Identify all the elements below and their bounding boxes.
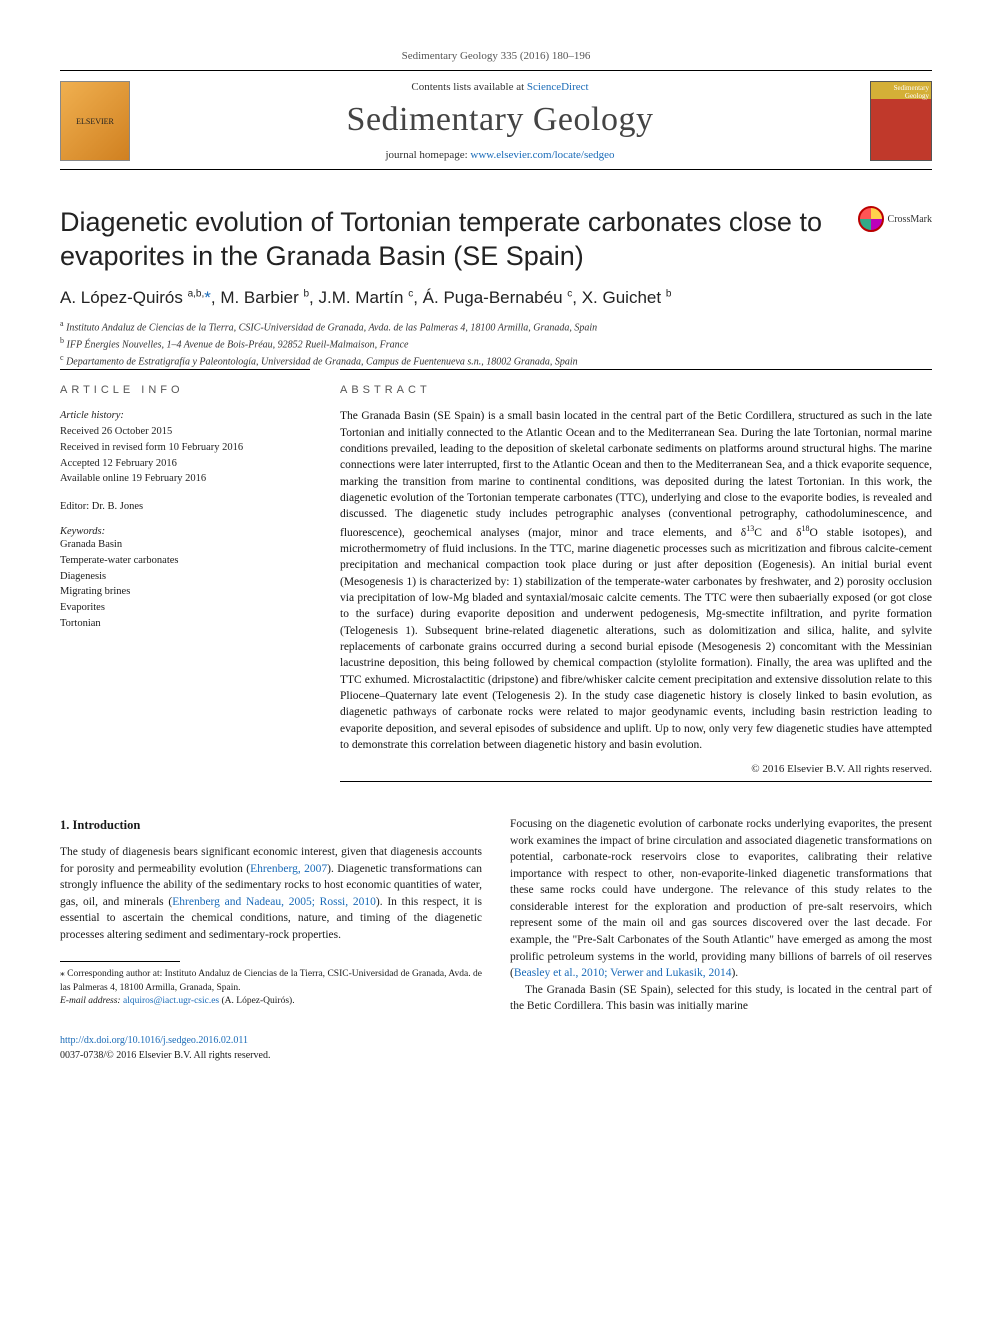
article-front-matter: Diagenetic evolution of Tortonian temper…: [60, 206, 932, 782]
keyword: Tortonian: [60, 616, 310, 632]
email-label: E-mail address:: [60, 996, 123, 1006]
citation-link[interactable]: Sedimentary Geology 335 (2016) 180–196: [402, 50, 591, 62]
homepage-prefix: journal homepage:: [386, 149, 471, 161]
doi-link[interactable]: http://dx.doi.org/10.1016/j.sedgeo.2016.…: [60, 1035, 248, 1046]
body-right-column: Focusing on the diagenetic evolution of …: [510, 816, 932, 1063]
homepage-link[interactable]: www.elsevier.com/locate/sedgeo: [470, 149, 614, 161]
doi-block: http://dx.doi.org/10.1016/j.sedgeo.2016.…: [60, 1034, 482, 1063]
author-list: A. López-Quirós a,b,*, M. Barbier b, J.M…: [60, 288, 932, 308]
crossmark-label: CrossMark: [888, 214, 932, 225]
affiliation: c Departamento de Estratigrafía y Paleon…: [60, 352, 932, 369]
abstract-column: abstract The Granada Basin (SE Spain) is…: [340, 369, 932, 782]
elsevier-logo-text: ELSEVIER: [76, 117, 114, 126]
ref-ehrenberg-nadeau[interactable]: Ehrenberg and Nadeau, 2005; Rossi, 2010: [172, 896, 376, 908]
journal-header: ELSEVIER Contents lists available at Sci…: [60, 71, 932, 170]
body-columns: 1. Introduction The study of diagenesis …: [60, 816, 932, 1063]
footnote-rule: [60, 961, 180, 962]
keywords-list: Granada BasinTemperate-water carbonatesD…: [60, 537, 310, 632]
article-history: Article history: Received 26 October 201…: [60, 408, 310, 487]
keywords-label: Keywords:: [60, 526, 310, 537]
sciencedirect-link[interactable]: ScienceDirect: [527, 81, 589, 93]
abstract-copyright: © 2016 Elsevier B.V. All rights reserved…: [340, 763, 932, 775]
contents-available-line: Contents lists available at ScienceDirec…: [130, 81, 870, 93]
history-line: Received 26 October 2015: [60, 424, 310, 440]
history-line: Available online 19 February 2016: [60, 471, 310, 487]
crossmark-widget[interactable]: CrossMark: [858, 206, 932, 232]
info-abstract-row: article info Article history: Received 2…: [60, 369, 932, 782]
intro-paragraph-right-1: Focusing on the diagenetic evolution of …: [510, 816, 932, 981]
intro-paragraph-right-2: The Granada Basin (SE Spain), selected f…: [510, 982, 932, 1015]
crossmark-icon: [858, 206, 884, 232]
journal-title: Sedimentary Geology: [130, 101, 870, 139]
intro-paragraph-1: The study of diagenesis bears significan…: [60, 844, 482, 943]
running-head-citation: Sedimentary Geology 335 (2016) 180–196: [60, 50, 932, 62]
abstract-text: The Granada Basin (SE Spain) is a small …: [340, 408, 932, 753]
keyword: Temperate-water carbonates: [60, 553, 310, 569]
article-title: Diagenetic evolution of Tortonian temper…: [60, 206, 830, 274]
affiliation: b IFP Énergies Nouvelles, 1–4 Avenue de …: [60, 335, 932, 352]
article-info-heading: article info: [60, 384, 310, 396]
article-info-column: article info Article history: Received 2…: [60, 369, 310, 782]
homepage-line: journal homepage: www.elsevier.com/locat…: [130, 149, 870, 161]
keyword: Migrating brines: [60, 584, 310, 600]
email-author: (A. López-Quirós).: [219, 996, 294, 1006]
affiliation: a Instituto Andaluz de Ciencias de la Ti…: [60, 318, 932, 335]
page-root: Sedimentary Geology 335 (2016) 180–196 E…: [0, 0, 992, 1103]
contents-prefix: Contents lists available at: [411, 81, 526, 93]
abstract-heading: abstract: [340, 384, 932, 396]
body-left-column: 1. Introduction The study of diagenesis …: [60, 816, 482, 1063]
cover-text: Sedimentary Geology: [894, 84, 929, 100]
email-footnote: E-mail address: alquiros@iact.ugr-csic.e…: [60, 995, 482, 1008]
affiliations: a Instituto Andaluz de Ciencias de la Ti…: [60, 318, 932, 370]
keyword: Diagenesis: [60, 569, 310, 585]
editor-line: Editor: Dr. B. Jones: [60, 501, 310, 512]
keyword: Granada Basin: [60, 537, 310, 553]
history-label: Article history:: [60, 408, 310, 424]
corr-label: Corresponding author at:: [67, 969, 164, 979]
corresponding-author-footnote: ⁎ Corresponding author at: Instituto And…: [60, 968, 482, 995]
history-line: Accepted 12 February 2016: [60, 456, 310, 472]
section-1-heading: 1. Introduction: [60, 816, 482, 834]
email-link[interactable]: alquiros@iact.ugr-csic.es: [123, 996, 219, 1006]
elsevier-logo: ELSEVIER: [60, 81, 130, 161]
rp1-text: Focusing on the diagenetic evolution of …: [510, 818, 932, 979]
ref-ehrenberg-2007[interactable]: Ehrenberg, 2007: [250, 863, 327, 875]
ref-beasley-verwer[interactable]: Beasley et al., 2010; Verwer and Lukasik…: [514, 967, 732, 979]
history-line: Received in revised form 10 February 201…: [60, 440, 310, 456]
abstract-bottom-rule: [340, 781, 932, 782]
rp1-post: ).: [731, 967, 738, 979]
header-center: Contents lists available at ScienceDirec…: [130, 81, 870, 161]
issn-line: 0037-0738/© 2016 Elsevier B.V. All right…: [60, 1050, 270, 1061]
keyword: Evaporites: [60, 600, 310, 616]
journal-cover-thumbnail: Sedimentary Geology: [870, 81, 932, 161]
